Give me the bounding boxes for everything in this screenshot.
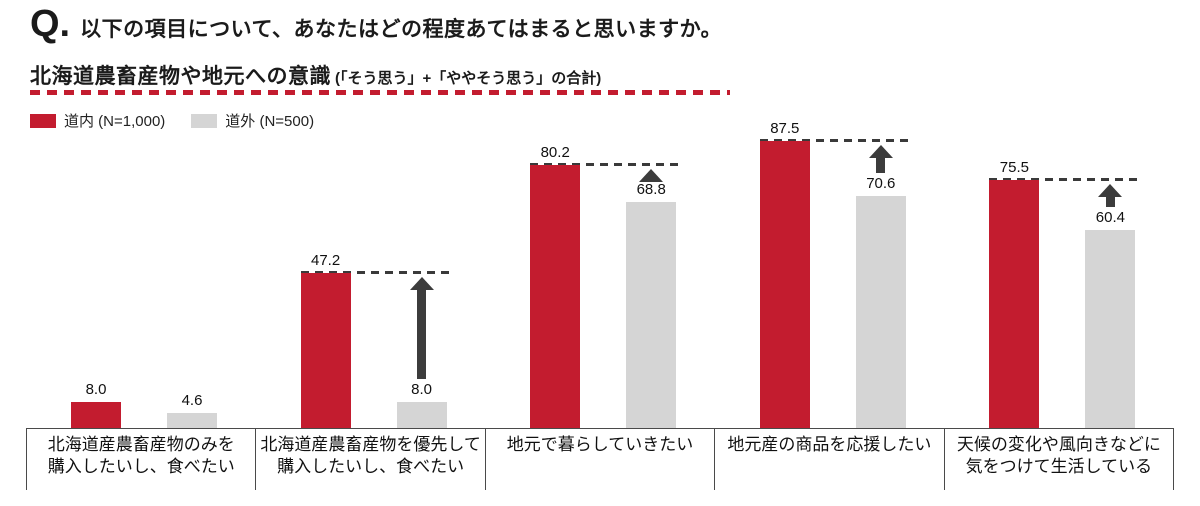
question-text: 以下の項目について、あなたはどの程度あてはまると思いますか。: [80, 18, 723, 41]
arrow-head: [639, 168, 664, 182]
chart-subtitle-note: (「そう思う」+「ややそう思う」の合計): [335, 70, 602, 87]
bar-donai-1: [300, 273, 351, 428]
value-label-donai-3: 87.5: [770, 120, 800, 137]
value-label-dogai-0: 4.6: [181, 391, 203, 409]
gap-dashed-line: [300, 271, 450, 275]
bar-donai-3: [759, 141, 810, 428]
plot-area: 8.0 4.6 47.2 8.0 80.2 68.8 87.5 70.6 75.5 60.4: [26, 100, 1174, 428]
arrow-head: [868, 145, 893, 158]
bar-donai-0: [71, 401, 121, 428]
gap-arrow-icon: [409, 277, 434, 379]
value-label-donai-4: 75.5: [999, 159, 1029, 177]
category-label-row: 北海道産農畜産物のみを 購入したいし、食べたい 北海道産農畜産物を優先して 購入し…: [26, 428, 1175, 490]
value-label-dogai-3: 70.6: [866, 175, 896, 193]
bar-dogai-1: [396, 401, 447, 428]
legend-swatch-donai: [30, 113, 56, 128]
arrow-shaft: [876, 158, 886, 174]
category-label-0: 北海道産農畜産物のみを 購入したいし、食べたい: [26, 429, 257, 490]
value-label-donai-2: 80.2: [540, 143, 570, 161]
category-label-3: 地元産の商品を応援したい: [715, 429, 945, 490]
category-label-4: 天候の変化や風向きなどに 気をつけて生活している: [945, 429, 1175, 490]
question-prefix: Q.: [30, 3, 71, 45]
value-label-dogai-2: 68.8: [636, 181, 666, 199]
bar-donai-4: [989, 180, 1040, 428]
legend-item-dogai: 道外 (N=500): [191, 110, 314, 131]
arrow-shaft: [1105, 197, 1115, 207]
legend-label-dogai: 道外 (N=500): [225, 113, 315, 130]
chart-subtitle: 北海道農畜産物や地元への意識 (「そう思う」+「ややそう思う」の合計): [30, 60, 601, 90]
arrow-shaft: [417, 290, 427, 379]
value-label-dogai-1: 8.0: [411, 380, 433, 398]
chart-subtitle-main: 北海道農畜産物や地元への意識: [30, 65, 331, 88]
question-title: Q. 以下の項目について、あなたはどの程度あてはまると思いますか。: [30, 3, 723, 46]
bar-donai-2: [530, 164, 581, 428]
value-label-donai-1: 47.2: [310, 252, 341, 270]
gap-dashed-line: [989, 178, 1139, 182]
value-label-donai-0: 8.0: [85, 380, 107, 398]
bar-chart: 8.0 4.6 47.2 8.0 80.2 68.8 87.5 70.6 75.5 60.4 北海…: [26, 100, 1175, 490]
bar-dogai-3: [855, 196, 906, 428]
chart-legend: 道内 (N=1,000) 道外 (N=500): [30, 110, 314, 131]
gap-arrow-icon: [1098, 184, 1123, 207]
gap-arrow-icon: [639, 168, 664, 182]
gap-arrow-icon: [868, 145, 893, 174]
bar-dogai-4: [1085, 229, 1136, 428]
arrow-head: [1098, 184, 1123, 198]
bar-dogai-0: [167, 412, 217, 428]
legend-swatch-dogai: [191, 113, 218, 128]
gap-dashed-line: [530, 162, 680, 166]
gap-dashed-line: [759, 139, 909, 142]
arrow-head: [409, 277, 434, 291]
category-label-1: 北海道産農畜産物を優先して 購入したいし、食べたい: [256, 429, 486, 490]
subtitle-underline-dashes: [30, 90, 730, 95]
value-label-dogai-4: 60.4: [1095, 208, 1125, 226]
legend-item-donai: 道内 (N=1,000): [30, 110, 165, 131]
category-label-2: 地元で暮らしていきたい: [486, 429, 716, 490]
legend-label-donai: 道内 (N=1,000): [64, 113, 166, 130]
bar-dogai-2: [626, 202, 677, 428]
